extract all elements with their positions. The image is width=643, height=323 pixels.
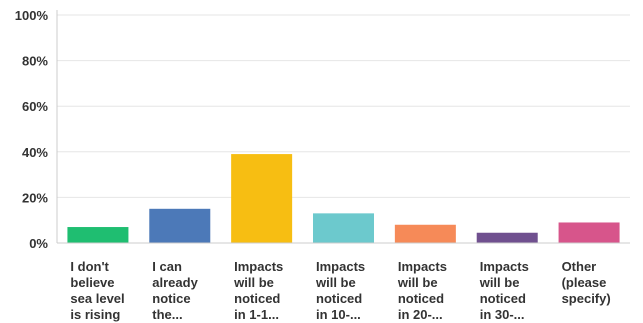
- bar: [313, 213, 374, 243]
- y-tick-label: 0%: [29, 236, 48, 251]
- x-tick-label: Other (please specify): [562, 259, 611, 306]
- bars: [67, 154, 620, 243]
- bar: [149, 208, 211, 243]
- bar: [231, 154, 293, 243]
- x-tick-label: I don't believe sea level is rising: [70, 259, 124, 322]
- x-tick-label: Impacts will be noticed in 1-1...: [233, 259, 283, 322]
- bar: [394, 224, 456, 243]
- bar: [476, 232, 538, 243]
- axes: [56, 10, 630, 244]
- x-tick-label: Impacts will be noticed in 20-...: [397, 259, 447, 322]
- y-tick-label: 20%: [22, 190, 48, 205]
- x-tick-label: I can already notice the...: [152, 259, 198, 322]
- bar: [67, 227, 129, 243]
- y-tick-label: 80%: [22, 54, 48, 69]
- y-tick-label: 100%: [15, 8, 49, 23]
- grid-lines: [57, 14, 630, 198]
- y-tick-label: 40%: [22, 145, 48, 160]
- x-tick-label: Impacts will be noticed in 30-...: [479, 259, 529, 322]
- x-axis-ticks: I don't believe sea level is rising I can alr…: [70, 259, 610, 322]
- y-tick-label: 60%: [22, 99, 48, 114]
- x-tick-label: Impacts will be noticed in 10-...: [315, 259, 365, 322]
- bar: [558, 222, 620, 243]
- y-axis-ticks: 0% 20% 40% 60% 80% 100%: [15, 8, 49, 251]
